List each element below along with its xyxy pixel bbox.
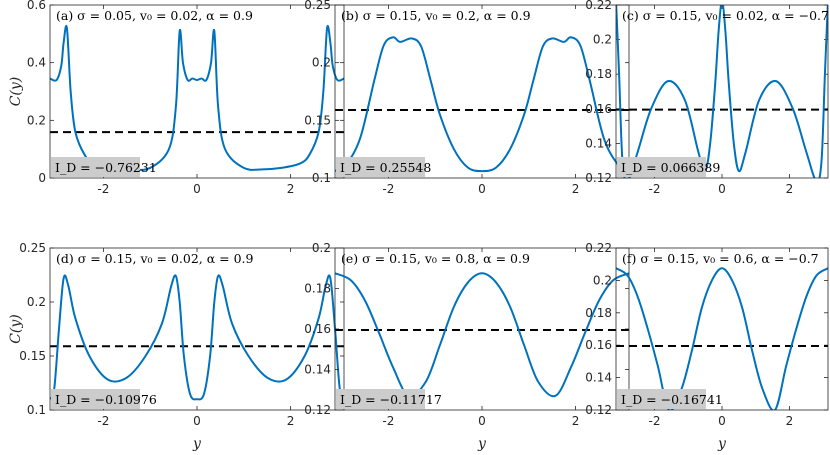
id-label-box: [617, 389, 706, 409]
y-tick-label: 0.2: [593, 273, 612, 287]
y-axis-label: C(y): [8, 77, 24, 107]
x-tick-label: -2: [649, 182, 661, 196]
id-label: I_D = −0.16741: [621, 392, 723, 407]
y-tick-label: 0.15: [304, 113, 331, 127]
y-tick-label: 0.12: [304, 403, 331, 417]
y-tick-label: 0.18: [585, 67, 612, 81]
series-line: [335, 272, 629, 398]
x-tick-label: 2: [287, 182, 295, 196]
x-tick-label: 0: [478, 182, 486, 196]
x-tick-label: -2: [97, 414, 109, 428]
x-tick-label: 2: [786, 414, 794, 428]
y-axis-label: C(y): [8, 314, 24, 344]
y-tick-label: 0.1: [312, 171, 331, 185]
y-tick-label: 0: [38, 171, 46, 185]
x-axis-label: y: [192, 436, 202, 452]
axes-frame: [615, 4, 829, 179]
y-tick-label: 0.22: [585, 0, 612, 12]
series-line: [50, 274, 344, 401]
x-tick-label: -2: [97, 182, 109, 196]
series-line: [335, 36, 629, 173]
axes-frame: [49, 4, 345, 179]
id-label: I_D = −0.10976: [55, 392, 157, 407]
panel-a: -2 0 2 0 0.2 0.4 0.6 (a) σ = 0.05, v₀ = 0.02, α…: [8, 0, 345, 196]
y-tick-label: 0.12: [585, 171, 612, 185]
panel-title: (d) σ = 0.15, v₀ = 0.02, α = 0.9: [56, 251, 254, 266]
panel-f: -2 0 2 0.12 0.14 0.16 0.18 0.2 0.22 (f) σ = 0.15,…: [585, 241, 829, 452]
y-tick-label: 0.25: [19, 241, 46, 255]
x-tick-label: 0: [478, 414, 486, 428]
x-tick-label: -2: [382, 182, 394, 196]
axes-frame: [49, 247, 345, 411]
id-label-box: [336, 389, 425, 409]
y-tick-label: 0.2: [27, 113, 46, 127]
y-tick-label: 0.16: [304, 322, 331, 336]
x-tick-label: -2: [649, 414, 661, 428]
x-tick-label: 0: [193, 182, 201, 196]
panel-e: -2 0 2 0.12 0.14 0.16 0.18 0.2 (e) σ = 0.15, v₀ …: [304, 241, 630, 452]
axes-frame: [334, 247, 630, 411]
panel-title: (e) σ = 0.15, v₀ = 0.8, α = 0.9: [341, 251, 530, 266]
panel-title: (c) σ = 0.15, v₀ = 0.02, α = −0.7: [622, 8, 829, 23]
x-tick-label: 2: [572, 182, 580, 196]
panel-title: (f) σ = 0.15, v₀ = 0.6, α = −0.7: [622, 251, 819, 266]
panel-title: (a) σ = 0.05, v₀ = 0.02, α = 0.9: [56, 8, 253, 23]
x-tick-label: 2: [572, 414, 580, 428]
x-axis-label: y: [477, 436, 487, 452]
x-tick-label: -2: [382, 414, 394, 428]
id-label-box: [51, 389, 140, 409]
y-tick-label: 0.6: [27, 0, 46, 12]
y-tick-label: 0.18: [585, 306, 612, 320]
x-tick-label: 0: [718, 414, 726, 428]
y-tick-label: 0.14: [585, 371, 612, 385]
panel-title: (b) σ = 0.15, v₀ = 0.2, α = 0.9: [341, 8, 531, 23]
id-label: I_D = 0.066389: [621, 160, 720, 175]
id-label: I_D = −0.76231: [55, 160, 157, 175]
y-tick-label: 0.12: [585, 403, 612, 417]
y-tick-label: 0.1: [27, 403, 46, 417]
y-tick-label: 0.22: [585, 241, 612, 255]
y-tick-label: 0.2: [27, 295, 46, 309]
panel-d: -2 0 2 0.1 0.15 0.2 0.25 (d) σ = 0.15, v₀ = 0.0…: [8, 241, 345, 452]
id-label-box: [51, 157, 140, 177]
y-tick-label: 0.2: [593, 33, 612, 47]
panel-c: -2 0 2 0.12 0.14 0.16 0.18 0.2 0.22 (c) σ = 0.15,…: [585, 0, 829, 196]
y-tick-label: 0.2: [312, 56, 331, 70]
y-tick-label: 0.4: [27, 56, 46, 70]
x-tick-label: 0: [193, 414, 201, 428]
axes-frame: [615, 247, 829, 411]
series-line: [50, 24, 344, 171]
x-tick-label: 0: [718, 182, 726, 196]
id-label-box: [617, 157, 706, 177]
id-label-box: [336, 157, 425, 177]
axes-frame: [334, 4, 630, 179]
y-tick-label: 0.18: [304, 282, 331, 296]
x-tick-label: 2: [287, 414, 295, 428]
id-label: I_D = 0.25548: [340, 160, 431, 175]
series-line: [616, 267, 828, 410]
x-axis-label: y: [717, 436, 727, 452]
y-tick-label: 0.16: [585, 338, 612, 352]
id-label: I_D = −0.11717: [340, 392, 442, 407]
y-tick-label: 0.14: [304, 363, 331, 377]
panel-b: -2 0 2 0.1 0.15 0.2 0.25 (b) σ = 0.15, v₀ = 0.2…: [304, 0, 630, 196]
y-tick-label: 0.25: [304, 0, 331, 12]
series-line: [616, 5, 828, 178]
x-tick-label: 2: [786, 182, 794, 196]
y-tick-label: 0.16: [585, 102, 612, 116]
y-tick-label: 0.2: [312, 241, 331, 255]
y-tick-label: 0.15: [19, 349, 46, 363]
y-tick-label: 0.14: [585, 136, 612, 150]
